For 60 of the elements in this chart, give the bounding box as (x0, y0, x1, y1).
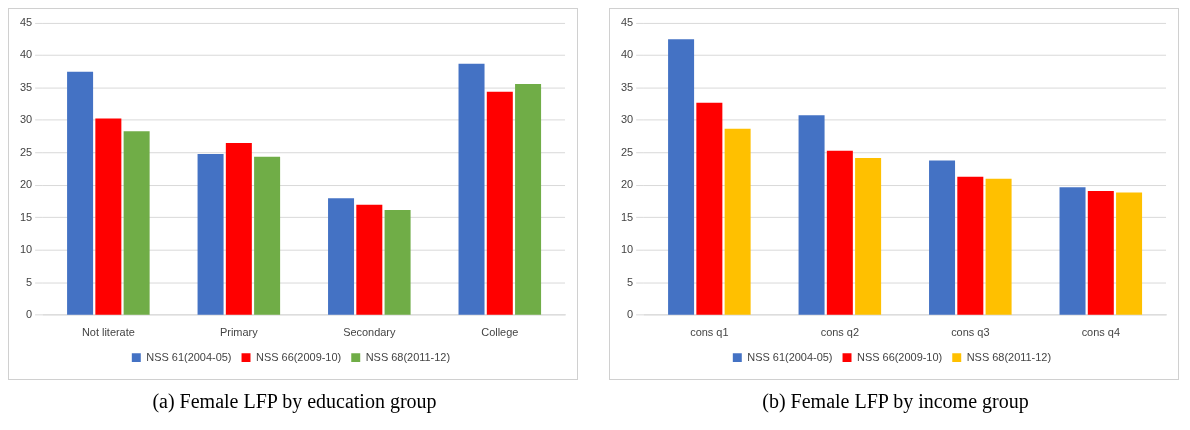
bar (225, 143, 252, 315)
bar (67, 71, 94, 315)
y-tick-label: 45 (620, 15, 634, 28)
y-tick-label: 40 (19, 48, 33, 61)
bar (957, 176, 984, 315)
bar (1059, 187, 1086, 315)
bar (855, 158, 882, 315)
legend-label: NSS 66(2009-10) (856, 350, 943, 363)
bar (724, 128, 751, 315)
y-tick-label: 35 (19, 80, 33, 93)
legend-label: NSS 61(2004-05) (146, 350, 232, 363)
x-tick-label: cons q1 (690, 325, 729, 338)
bar (668, 39, 695, 315)
text: (a) Female LFP by education group (151, 390, 438, 413)
bar (356, 204, 383, 315)
x-tick-label: cons q3 (951, 325, 990, 338)
x-tick-label: College (481, 325, 519, 338)
y-tick-label: 30 (620, 113, 634, 126)
legend-label: NSS 68(2011-12) (365, 350, 451, 363)
y-tick-label: 20 (620, 178, 634, 191)
bar (798, 115, 825, 315)
y-tick-label: 5 (26, 275, 33, 288)
bar (1116, 192, 1143, 315)
bar (197, 154, 224, 315)
y-tick-label: 15 (620, 210, 634, 223)
y-tick-label: 5 (627, 275, 634, 288)
x-tick-label: cons q2 (820, 325, 860, 338)
x-tick-label: Not literate (81, 325, 135, 338)
bar (123, 131, 150, 315)
bar (95, 118, 122, 315)
y-tick-label: 25 (19, 145, 33, 158)
x-tick-label: cons q4 (1081, 325, 1120, 338)
legend-label: NSS 61(2004-05) (747, 350, 833, 363)
text: (b) Female LFP by income group (761, 390, 1030, 413)
bar (486, 91, 513, 315)
x-tick-label: Secondary (343, 325, 397, 338)
y-tick-label: 30 (19, 113, 33, 126)
bar (458, 63, 485, 315)
bar (985, 178, 1012, 315)
y-tick-label: 25 (620, 145, 634, 158)
x-tick-label: Primary (219, 325, 259, 338)
y-tick-label: 15 (19, 210, 33, 223)
y-tick-label: 10 (620, 243, 634, 256)
y-tick-label: 45 (19, 15, 33, 28)
y-tick-label: 35 (620, 80, 634, 93)
y-tick-label: 40 (620, 48, 634, 61)
bar (515, 83, 542, 315)
y-tick-label: 0 (627, 308, 634, 321)
bar (696, 102, 723, 315)
y-tick-label: 20 (19, 178, 33, 191)
y-tick-label: 0 (26, 308, 33, 321)
bar (929, 160, 956, 315)
legend-label: NSS 68(2011-12) (966, 350, 1052, 363)
bar (254, 156, 281, 315)
bar (826, 150, 853, 315)
bar (328, 198, 355, 315)
y-tick-label: 10 (19, 243, 33, 256)
legend-label: NSS 66(2009-10) (255, 350, 342, 363)
bar (1087, 191, 1114, 315)
bar (384, 209, 411, 315)
